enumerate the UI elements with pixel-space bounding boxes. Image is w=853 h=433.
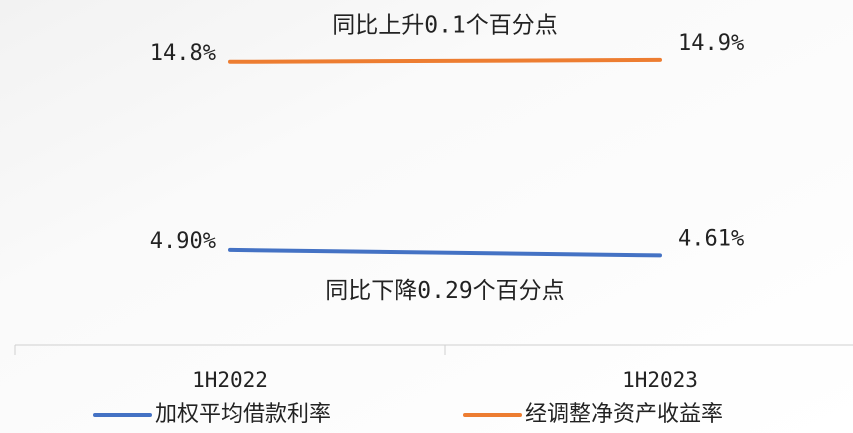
series-line <box>228 57 662 64</box>
legend-label: 经调整净资产收益率 <box>525 402 723 427</box>
annotation: 同比上升0.1个百分点 <box>332 12 558 38</box>
data-label: 4.90% <box>150 229 216 254</box>
x-tick-label: 1H2023 <box>622 368 698 392</box>
data-label: 4.61% <box>678 226 744 251</box>
legend-label: 加权平均借款利率 <box>155 402 331 427</box>
x-tick-label: 1H2022 <box>192 368 268 392</box>
data-label: 14.9% <box>678 31 744 56</box>
annotation: 同比下降0.29个百分点 <box>325 278 564 304</box>
series-line <box>228 247 662 258</box>
data-label: 14.8% <box>150 41 216 66</box>
